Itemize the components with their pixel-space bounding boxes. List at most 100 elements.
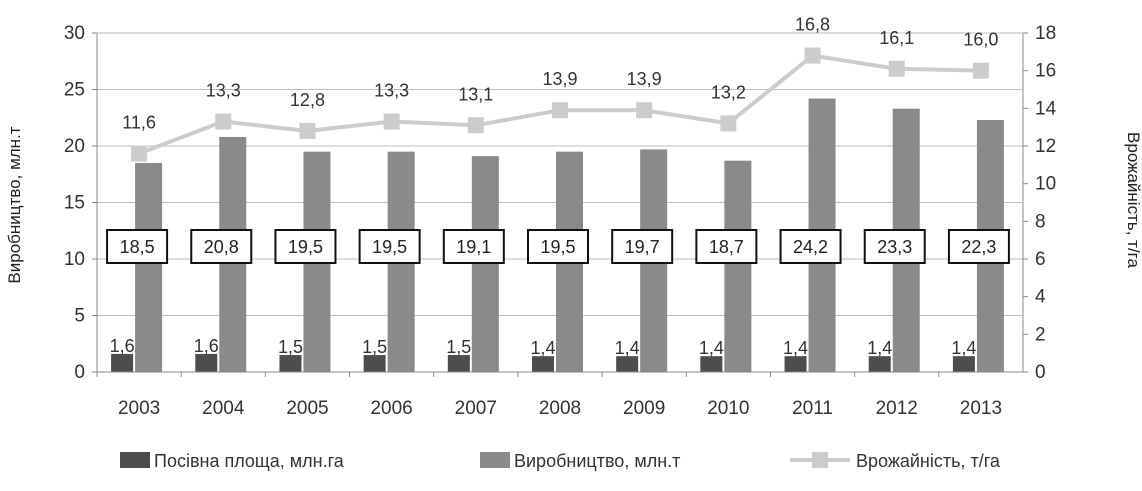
label-sown-area: 1,4 [530,338,555,358]
y2-tick-label: 6 [1035,249,1046,270]
label-production: 20,8 [204,237,239,257]
y2-tick-label: 8 [1035,211,1046,232]
bar-sown-area [363,355,386,372]
label-sown-area: 1,4 [951,338,976,358]
x-tick-label: 2006 [370,398,412,419]
marker-yield [467,117,484,134]
legend-swatch-sown-area [120,452,150,468]
label-yield: 11,6 [122,113,156,133]
label-box-production [442,229,505,264]
marker-yield [383,113,400,130]
label-sown-area: 1,6 [194,336,219,356]
label-production: 19,7 [625,237,660,257]
axes: 0 5 10 15 20 25 30 0 2 4 6 8 10 12 14 16 18 2003 2004 2005 2… [64,23,1057,419]
marker-yield [552,102,568,119]
label-sown-area: 1,4 [615,338,640,358]
label-production: 19,5 [540,237,575,257]
label-box-production [527,229,589,264]
bar-sown-area [952,356,975,372]
label-box-production [190,229,253,264]
label-yield: 13,1 [458,84,493,104]
label-sown-area: 1,4 [867,338,892,358]
legend-swatch-yield-marker [812,452,828,468]
bar-sown-area [195,353,218,372]
x-tick-label: 2005 [286,398,328,419]
label-production: 18,7 [709,237,744,257]
label-sown-area: 1,5 [446,337,471,357]
label-box-production [106,229,169,264]
label-sown-area: 1,6 [110,336,135,356]
y2-tick-label: 2 [1035,324,1046,345]
y2-tick-label: 12 [1035,136,1056,157]
y2-tick-label: 18 [1035,23,1056,44]
x-tick-label: 2011 [792,398,833,419]
legend: Посівна площа, млн.га Виробництво, млн.т В… [120,451,1001,471]
label-yield: 16,0 [963,30,998,50]
label-yield: 13,3 [374,81,409,101]
bar-production [135,162,163,372]
label-production: 23,3 [877,237,912,257]
bar-sown-area [532,356,554,372]
marker-yield [131,145,148,162]
label-box-production [358,229,421,264]
marker-yield [720,115,737,132]
y-tick-label: 5 [74,306,85,327]
marker-yield [972,62,989,79]
label-yield: 13,9 [627,69,662,89]
y2-axis-title: Врожайність, т/га [1124,132,1142,268]
y-tick-label: 20 [64,136,85,157]
x-tick-label: 2004 [202,398,245,419]
marker-yield [636,102,653,119]
y2-tick-label: 14 [1035,98,1057,119]
y2-tick-label: 4 [1035,287,1046,308]
label-production: 19,5 [372,237,407,257]
x-tick-label: 2013 [960,398,1002,419]
x-tick-label: 2010 [707,398,749,419]
label-production: 18,5 [120,237,155,257]
label-sown-area: 1,5 [278,337,303,357]
bar-sown-area [784,356,807,372]
label-box-production [947,229,1010,264]
label-production: 22,3 [961,237,996,257]
bar-sown-area [447,355,470,372]
y2-tick-label: 0 [1035,362,1046,383]
legend-swatch-production [480,452,510,468]
bar-sown-area [279,355,302,372]
y2-tick-label: 10 [1035,174,1056,195]
bar-production [724,160,752,372]
label-yield: 13,9 [542,69,577,89]
label-box-production [779,229,842,264]
y2-tick-label: 16 [1035,61,1056,82]
label-box-production [863,229,926,264]
bar-sown-area [111,353,134,372]
x-tick-label: 2003 [118,398,160,419]
bar-sown-area [868,356,891,372]
y-axis-title: Виробництво, млн.т [5,126,24,283]
label-production: 24,2 [793,237,828,257]
legend-label-production: Виробництво, млн.т [514,451,680,471]
yield-line [131,47,989,162]
y-tick-label: 0 [74,362,85,383]
marker-yield [299,122,316,139]
label-sown-area: 1,5 [362,337,387,357]
x-tick-label: 2008 [539,398,581,419]
label-yield: 13,3 [206,81,241,101]
y-tick-label: 15 [64,193,85,214]
bar-production [471,156,499,372]
y-tick-label: 10 [64,249,85,270]
x-tick-label: 2009 [623,398,665,419]
label-production: 19,5 [288,237,323,257]
y-tick-label: 30 [64,23,85,44]
marker-yield [215,113,232,130]
label-sown-area: 1,4 [783,338,808,358]
label-production: 19,1 [456,237,491,257]
label-box-production [274,229,337,264]
label-yield: 16,8 [795,15,830,35]
x-tick-label: 2007 [455,398,497,419]
marker-yield [888,60,905,77]
marker-yield [804,47,821,64]
label-box-production [611,229,674,264]
legend-label-sown-area: Посівна площа, млн.га [154,451,345,471]
label-yield: 13,2 [711,82,746,102]
